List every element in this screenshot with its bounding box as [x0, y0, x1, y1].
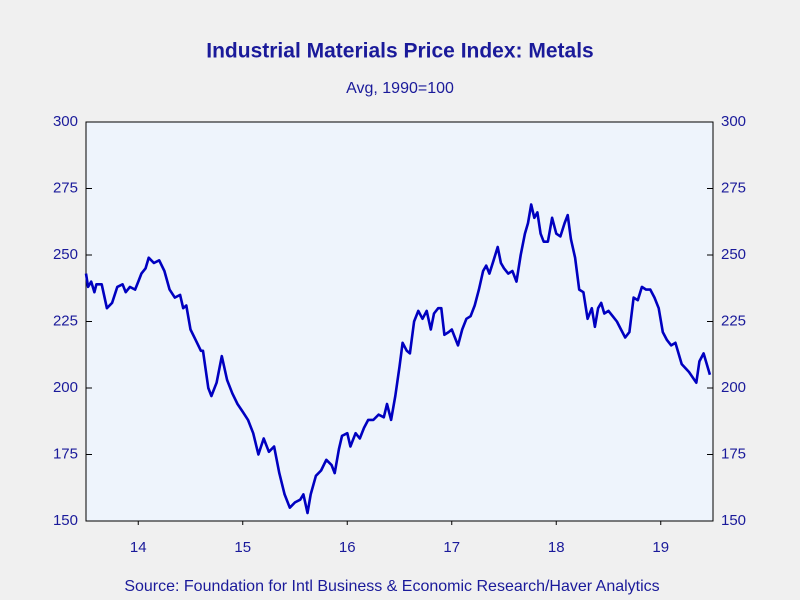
chart-subtitle: Avg, 1990=100: [346, 80, 454, 97]
y2-tick-label: 175: [721, 445, 746, 462]
y-tick-label: 150: [53, 512, 78, 529]
x-tick-label: 15: [234, 539, 251, 556]
plot-area: [85, 121, 714, 522]
series-line: [84, 203, 712, 515]
y-tick-label: 250: [53, 246, 78, 263]
y-tick-label: 175: [53, 445, 78, 462]
x-tick-label: 14: [130, 539, 147, 556]
x-tick-label: 17: [443, 539, 460, 556]
y2-tick-label: 300: [721, 113, 746, 130]
y2-tick-label: 225: [721, 312, 746, 329]
y2-tick-label: 200: [721, 379, 746, 396]
y-tick-label: 225: [53, 312, 78, 329]
source-note: Source: Foundation for Intl Business & E…: [124, 578, 659, 595]
chart-title: Industrial Materials Price Index: Metals: [206, 40, 593, 63]
y2-tick-label: 275: [721, 179, 746, 196]
x-tick-label: 18: [548, 539, 565, 556]
y2-tick-label: 250: [721, 246, 746, 263]
y-tick-label: 275: [53, 179, 78, 196]
y2-tick-label: 150: [721, 512, 746, 529]
y-tick-label: 300: [53, 113, 78, 130]
x-tick-label: 19: [652, 539, 669, 556]
y-tick-label: 200: [53, 379, 78, 396]
x-tick-label: 16: [339, 539, 356, 556]
